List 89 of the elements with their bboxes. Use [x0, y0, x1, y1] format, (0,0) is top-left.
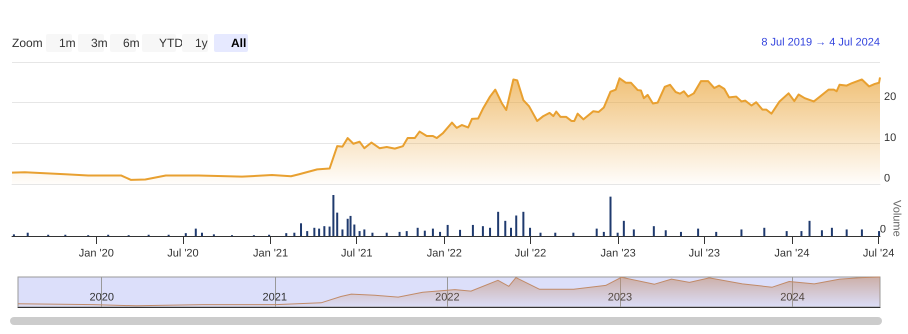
bar	[497, 212, 500, 236]
bar	[680, 232, 682, 236]
bar	[800, 231, 802, 236]
y-tick-label: 20	[884, 91, 896, 104]
bar	[363, 229, 366, 236]
bar	[446, 224, 449, 236]
bar	[318, 228, 320, 236]
bar	[632, 229, 635, 236]
text: 8 Jul 2019 → 4 Jul 2024	[761, 36, 880, 48]
text: 1y	[195, 36, 208, 50]
x-tick-label: Jan '21	[252, 248, 288, 260]
bar	[416, 228, 419, 236]
bar	[572, 232, 574, 236]
bar	[616, 232, 619, 236]
bar	[510, 228, 512, 236]
bar	[328, 226, 331, 236]
x-tick-label: Jan '24	[774, 248, 810, 260]
bar	[697, 228, 700, 236]
x-tick-label: 2021	[262, 292, 287, 304]
x-tick-label: 2022	[435, 292, 460, 304]
bar	[830, 228, 833, 236]
text: All	[231, 36, 246, 50]
bar	[432, 228, 434, 236]
bar	[306, 231, 308, 236]
x-tick-label: Jan '22	[426, 248, 462, 260]
bar	[763, 228, 766, 236]
text: 6m	[123, 36, 140, 50]
bar	[194, 228, 197, 236]
bar	[300, 223, 302, 236]
bar	[715, 232, 718, 236]
bar	[878, 231, 880, 236]
bar	[358, 231, 361, 236]
bar	[26, 232, 29, 236]
text: 3m	[91, 36, 108, 50]
bar	[200, 232, 203, 236]
bar	[515, 216, 518, 236]
text: 1m	[59, 36, 76, 50]
y-tick-label: 0	[884, 172, 890, 184]
bar	[482, 226, 484, 236]
bar	[540, 232, 542, 236]
bar	[323, 226, 326, 236]
bar	[386, 232, 388, 236]
bar	[406, 231, 408, 236]
bar	[459, 230, 462, 236]
bar	[504, 220, 506, 236]
x-tick-label: Jul '24	[862, 248, 894, 260]
y-axis-title: Volume	[890, 200, 902, 237]
bar	[860, 229, 863, 236]
x-tick-label: Jan '23	[600, 248, 636, 260]
x-tick-label: Jul '23	[688, 248, 720, 260]
x-tick-label: 2023	[608, 292, 632, 304]
bar	[341, 229, 344, 236]
bar	[522, 212, 524, 236]
bar	[332, 195, 334, 236]
bar	[439, 232, 442, 236]
bar	[622, 220, 625, 236]
bar	[820, 230, 823, 236]
text: Zoom	[12, 36, 43, 50]
x-tick-label: Jul '21	[341, 248, 372, 260]
x-tick-label: 2024	[780, 292, 805, 304]
bar	[346, 218, 349, 236]
bar	[786, 231, 788, 236]
bar	[313, 228, 316, 236]
x-tick-label: Jan '20	[78, 248, 114, 260]
bar	[398, 232, 401, 236]
bar	[610, 196, 612, 236]
bar	[489, 228, 492, 236]
bar	[353, 224, 356, 236]
bar	[285, 233, 288, 236]
bar	[602, 232, 605, 236]
bar	[529, 228, 532, 236]
bar	[652, 226, 655, 236]
text: YTD	[159, 36, 184, 50]
x-tick-label: Jul '20	[167, 248, 199, 260]
bar	[664, 230, 667, 236]
bar	[846, 229, 848, 236]
bar	[424, 230, 426, 236]
bar	[350, 216, 352, 236]
bar	[740, 229, 742, 236]
bar	[808, 220, 811, 236]
y-tick-label: 10	[884, 132, 896, 144]
x-tick-label: 2020	[89, 292, 114, 304]
bar	[293, 232, 296, 236]
bar	[596, 228, 598, 236]
bar	[554, 232, 556, 236]
x-tick-label: Jul '22	[514, 248, 546, 260]
bar	[184, 233, 187, 236]
bar	[472, 224, 474, 236]
bar	[371, 232, 374, 236]
